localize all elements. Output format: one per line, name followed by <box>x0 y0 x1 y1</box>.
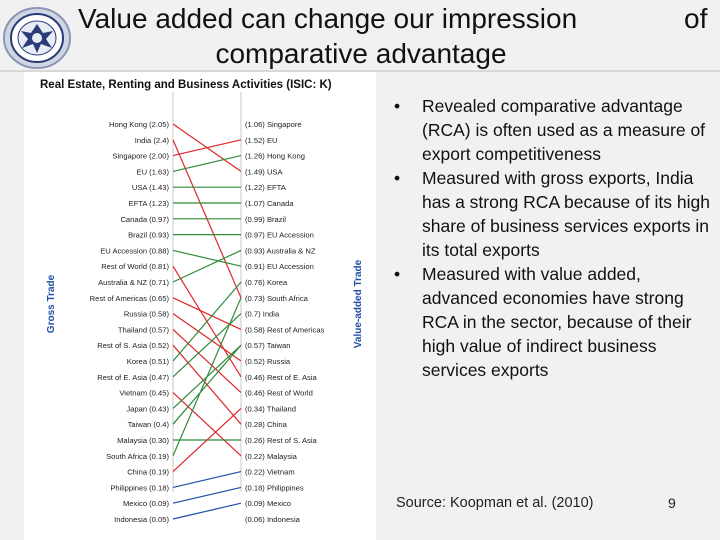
left-rank-label: Mexico (0.09) <box>123 499 169 508</box>
organization-seal-logo <box>3 7 71 69</box>
left-rank-label: Philippines (0.18) <box>110 483 169 492</box>
right-rank-label: (1.52) EU <box>245 136 278 145</box>
bullet-dot-icon: • <box>394 168 401 188</box>
right-rank-label: (0.73) South Africa <box>245 294 309 303</box>
rank-connector-line <box>172 313 242 362</box>
left-rank-label: Canada (0.97) <box>120 215 169 224</box>
left-rank-label: EFTA (1.23) <box>129 199 170 208</box>
left-rank-label: South Africa (0.19) <box>106 452 169 461</box>
bullet-list: • Revealed comparative advantage (RCA) is… <box>392 94 712 382</box>
rank-connector-line <box>172 407 242 473</box>
rank-connector-line <box>172 249 242 267</box>
bullet-item: • Revealed comparative advantage (RCA) is… <box>392 94 712 166</box>
right-rank-label: (0.76) Korea <box>245 278 288 287</box>
right-rank-label: (1.06) Singapore <box>245 120 302 129</box>
rank-connector-line <box>172 344 242 425</box>
left-rank-label: Rest of S. Asia (0.52) <box>97 341 169 350</box>
left-rank-label: Singapore (2.00) <box>112 152 169 161</box>
title-of: of <box>684 3 708 34</box>
left-rank-label: India (2.4) <box>135 136 170 145</box>
right-rank-label: (0.18) Philippines <box>245 483 304 492</box>
rank-connector-line <box>172 328 242 394</box>
rank-connector-line <box>172 392 242 457</box>
page-number: 9 <box>668 495 676 511</box>
rank-connector-line <box>172 139 242 157</box>
right-rank-label: (0.09) Mexico <box>245 499 291 508</box>
rank-connector-line <box>172 502 242 520</box>
left-rank-label: EU Accession (0.88) <box>100 246 169 255</box>
bullet-dot-icon: • <box>394 96 401 116</box>
title-line-2: comparative advantage <box>215 38 507 69</box>
bullet-text: Measured with gross exports, India has a… <box>422 168 710 260</box>
left-rank-label: Australia & NZ (0.71) <box>98 278 169 287</box>
left-rank-label: Russia (0.58) <box>124 310 170 319</box>
title-divider <box>0 70 720 72</box>
bullet-item: • Measured with gross exports, India has … <box>392 166 712 262</box>
rank-connector-line <box>172 297 242 457</box>
slide-title: Value added can change our impression of… <box>78 2 720 72</box>
right-rank-label: (0.22) Malaysia <box>245 452 298 461</box>
right-rank-label: (0.52) Russia <box>245 357 291 366</box>
right-rank-label: (0.28) China <box>245 420 288 429</box>
left-rank-label: Rest of Americas (0.65) <box>90 294 170 303</box>
right-rank-label: (0.93) Australia & NZ <box>245 246 316 255</box>
bullet-dot-icon: • <box>394 264 401 284</box>
rank-connector-line <box>172 486 242 504</box>
right-rank-label: (0.46) Rest of E. Asia <box>245 373 318 382</box>
rank-connector-line <box>172 155 242 172</box>
connector-lines <box>172 123 242 520</box>
title-line-1: Value added can change our impression <box>78 3 578 34</box>
bullet-text: Measured with value added, advanced econ… <box>422 264 692 380</box>
right-rank-label: (0.91) EU Accession <box>245 262 314 271</box>
source-citation: Source: Koopman et al. (2010) <box>396 495 594 511</box>
rank-connector-line <box>172 313 242 378</box>
rank-connector-line <box>172 249 242 283</box>
left-rank-label: USA (1.43) <box>132 183 170 192</box>
right-ranking-labels: (1.06) Singapore (1.52) EU (1.26) Hong Kon… <box>245 120 325 524</box>
left-axis-label: Gross Trade <box>46 274 57 333</box>
bullet-item: • Measured with value added, advanced eco… <box>392 262 712 382</box>
left-rank-label: Hong Kong (2.05) <box>109 120 169 129</box>
left-rank-label: Brazil (0.93) <box>128 231 169 240</box>
right-axis-label: Value-added Trade <box>353 259 364 348</box>
rca-ranking-diagram: Real Estate, Renting and Business Activi… <box>24 72 376 540</box>
left-rank-label: Korea (0.51) <box>127 357 170 366</box>
right-rank-label: (0.97) EU Accession <box>245 231 314 240</box>
left-rank-label: Rest of World (0.81) <box>101 262 169 271</box>
right-rank-label: (0.22) Vietnam <box>245 468 295 477</box>
right-rank-label: (0.34) Thailand <box>245 404 296 413</box>
left-rank-label: Indonesia (0.05) <box>114 515 169 524</box>
right-rank-label: (1.49) USA <box>245 167 283 176</box>
left-rank-label: Taiwan (0.4) <box>128 420 170 429</box>
right-rank-label: (0.58) Rest of Americas <box>245 325 325 334</box>
rank-connector-line <box>172 471 242 488</box>
right-rank-label: (1.26) Hong Kong <box>245 152 305 161</box>
left-rank-label: Vietnam (0.45) <box>119 389 169 398</box>
right-rank-label: (0.06) Indonesia <box>245 515 301 524</box>
left-rank-label: Rest of E. Asia (0.47) <box>97 373 169 382</box>
right-rank-label: (0.46) Rest of World <box>245 389 313 398</box>
left-rank-label: China (0.19) <box>127 468 169 477</box>
bullet-text: Revealed comparative advantage (RCA) is … <box>422 96 706 164</box>
left-rank-label: Japan (0.43) <box>126 404 169 413</box>
rank-connector-line <box>172 297 242 330</box>
left-rank-label: Malaysia (0.30) <box>117 436 169 445</box>
left-rank-label: EU (1.63) <box>137 167 170 176</box>
left-ranking-labels: Hong Kong (2.05) India (2.4) Singapore (2.… <box>90 120 170 524</box>
right-rank-label: (0.7) India <box>245 310 280 319</box>
right-rank-label: (0.26) Rest of S. Asia <box>245 436 318 445</box>
right-rank-label: (1.22) EFTA <box>245 183 287 192</box>
left-rank-label: Thailand (0.57) <box>118 325 170 334</box>
rank-connector-line <box>172 281 242 362</box>
right-rank-label: (0.99) Brazil <box>245 215 286 224</box>
right-rank-label: (0.57) Taiwan <box>245 341 290 350</box>
rca-ranking-svg: Real Estate, Renting and Business Activi… <box>40 79 364 524</box>
diagram-title: Real Estate, Renting and Business Activi… <box>40 79 332 91</box>
right-rank-label: (1.07) Canada <box>245 199 294 208</box>
